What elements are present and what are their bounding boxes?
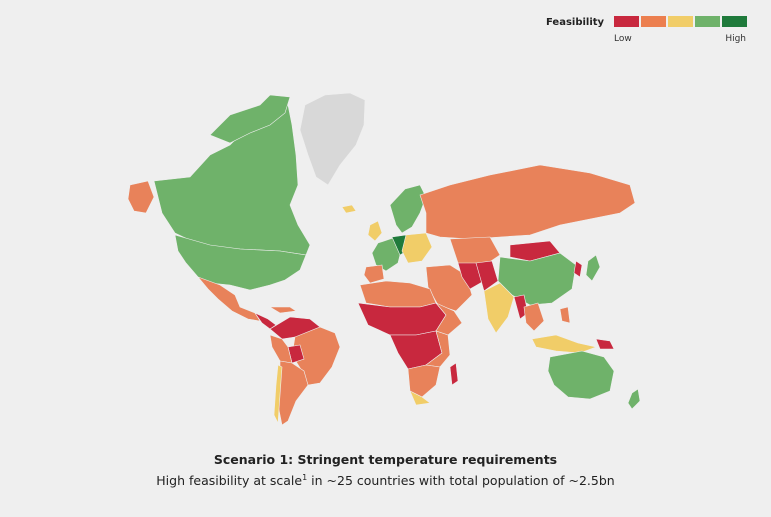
region-iceland bbox=[341, 204, 357, 214]
region-south-africa bbox=[409, 390, 431, 406]
legend-title: Feasibility bbox=[546, 17, 605, 28]
region-peru bbox=[269, 334, 293, 364]
region-sahel bbox=[357, 302, 447, 336]
region-caribbean bbox=[268, 306, 297, 314]
region-southern-cone bbox=[277, 360, 309, 426]
region-mexico bbox=[197, 276, 261, 322]
map-caption: Scenario 1: Stringent temperature requir… bbox=[0, 452, 771, 488]
region-scandinavia bbox=[389, 184, 427, 234]
caption-footnote-marker: 1 bbox=[302, 473, 308, 482]
legend-scale bbox=[614, 16, 747, 27]
legend: Feasibility Low High bbox=[546, 15, 747, 49]
legend-low-label: Low bbox=[614, 34, 632, 44]
region-russia bbox=[419, 164, 636, 240]
legend-swatch-1 bbox=[614, 16, 639, 27]
legend-swatch-4 bbox=[695, 16, 720, 27]
caption-subtitle: High feasibility at scale1 in ~25 countr… bbox=[0, 473, 771, 488]
region-indonesia bbox=[531, 334, 598, 354]
region-iberia bbox=[363, 264, 385, 284]
legend-high-label: High bbox=[725, 34, 746, 44]
region-southeast-asia bbox=[523, 302, 545, 332]
legend-swatch-5 bbox=[722, 16, 747, 27]
region-iran bbox=[457, 262, 485, 290]
region-india bbox=[483, 282, 515, 334]
region-madagascar bbox=[449, 362, 459, 386]
region-canada-arctic bbox=[209, 94, 291, 144]
region-brazil bbox=[291, 326, 341, 386]
world-map bbox=[127, 92, 641, 426]
region-north-africa bbox=[359, 280, 437, 308]
region-usa bbox=[174, 234, 307, 291]
region-chile bbox=[273, 364, 283, 425]
region-korea bbox=[573, 260, 583, 278]
region-papua bbox=[595, 338, 615, 350]
legend-swatch-2 bbox=[641, 16, 666, 27]
legend-swatch-3 bbox=[668, 16, 693, 27]
region-central-america bbox=[254, 312, 277, 330]
region-uk bbox=[367, 220, 383, 242]
region-australia bbox=[547, 350, 615, 400]
caption-subtitle-before: High feasibility at scale bbox=[156, 473, 303, 489]
caption-subtitle-after: in ~25 countries with total population o… bbox=[307, 473, 615, 489]
region-philippines bbox=[559, 306, 571, 324]
caption-title: Scenario 1: Stringent temperature requir… bbox=[213, 452, 558, 467]
region-new-zealand bbox=[627, 388, 641, 410]
region-greenland bbox=[299, 92, 366, 186]
region-alaska bbox=[127, 180, 155, 214]
region-afghanistan-pakistan bbox=[475, 260, 499, 292]
region-eastern-europe bbox=[401, 232, 433, 264]
region-japan bbox=[585, 254, 601, 282]
